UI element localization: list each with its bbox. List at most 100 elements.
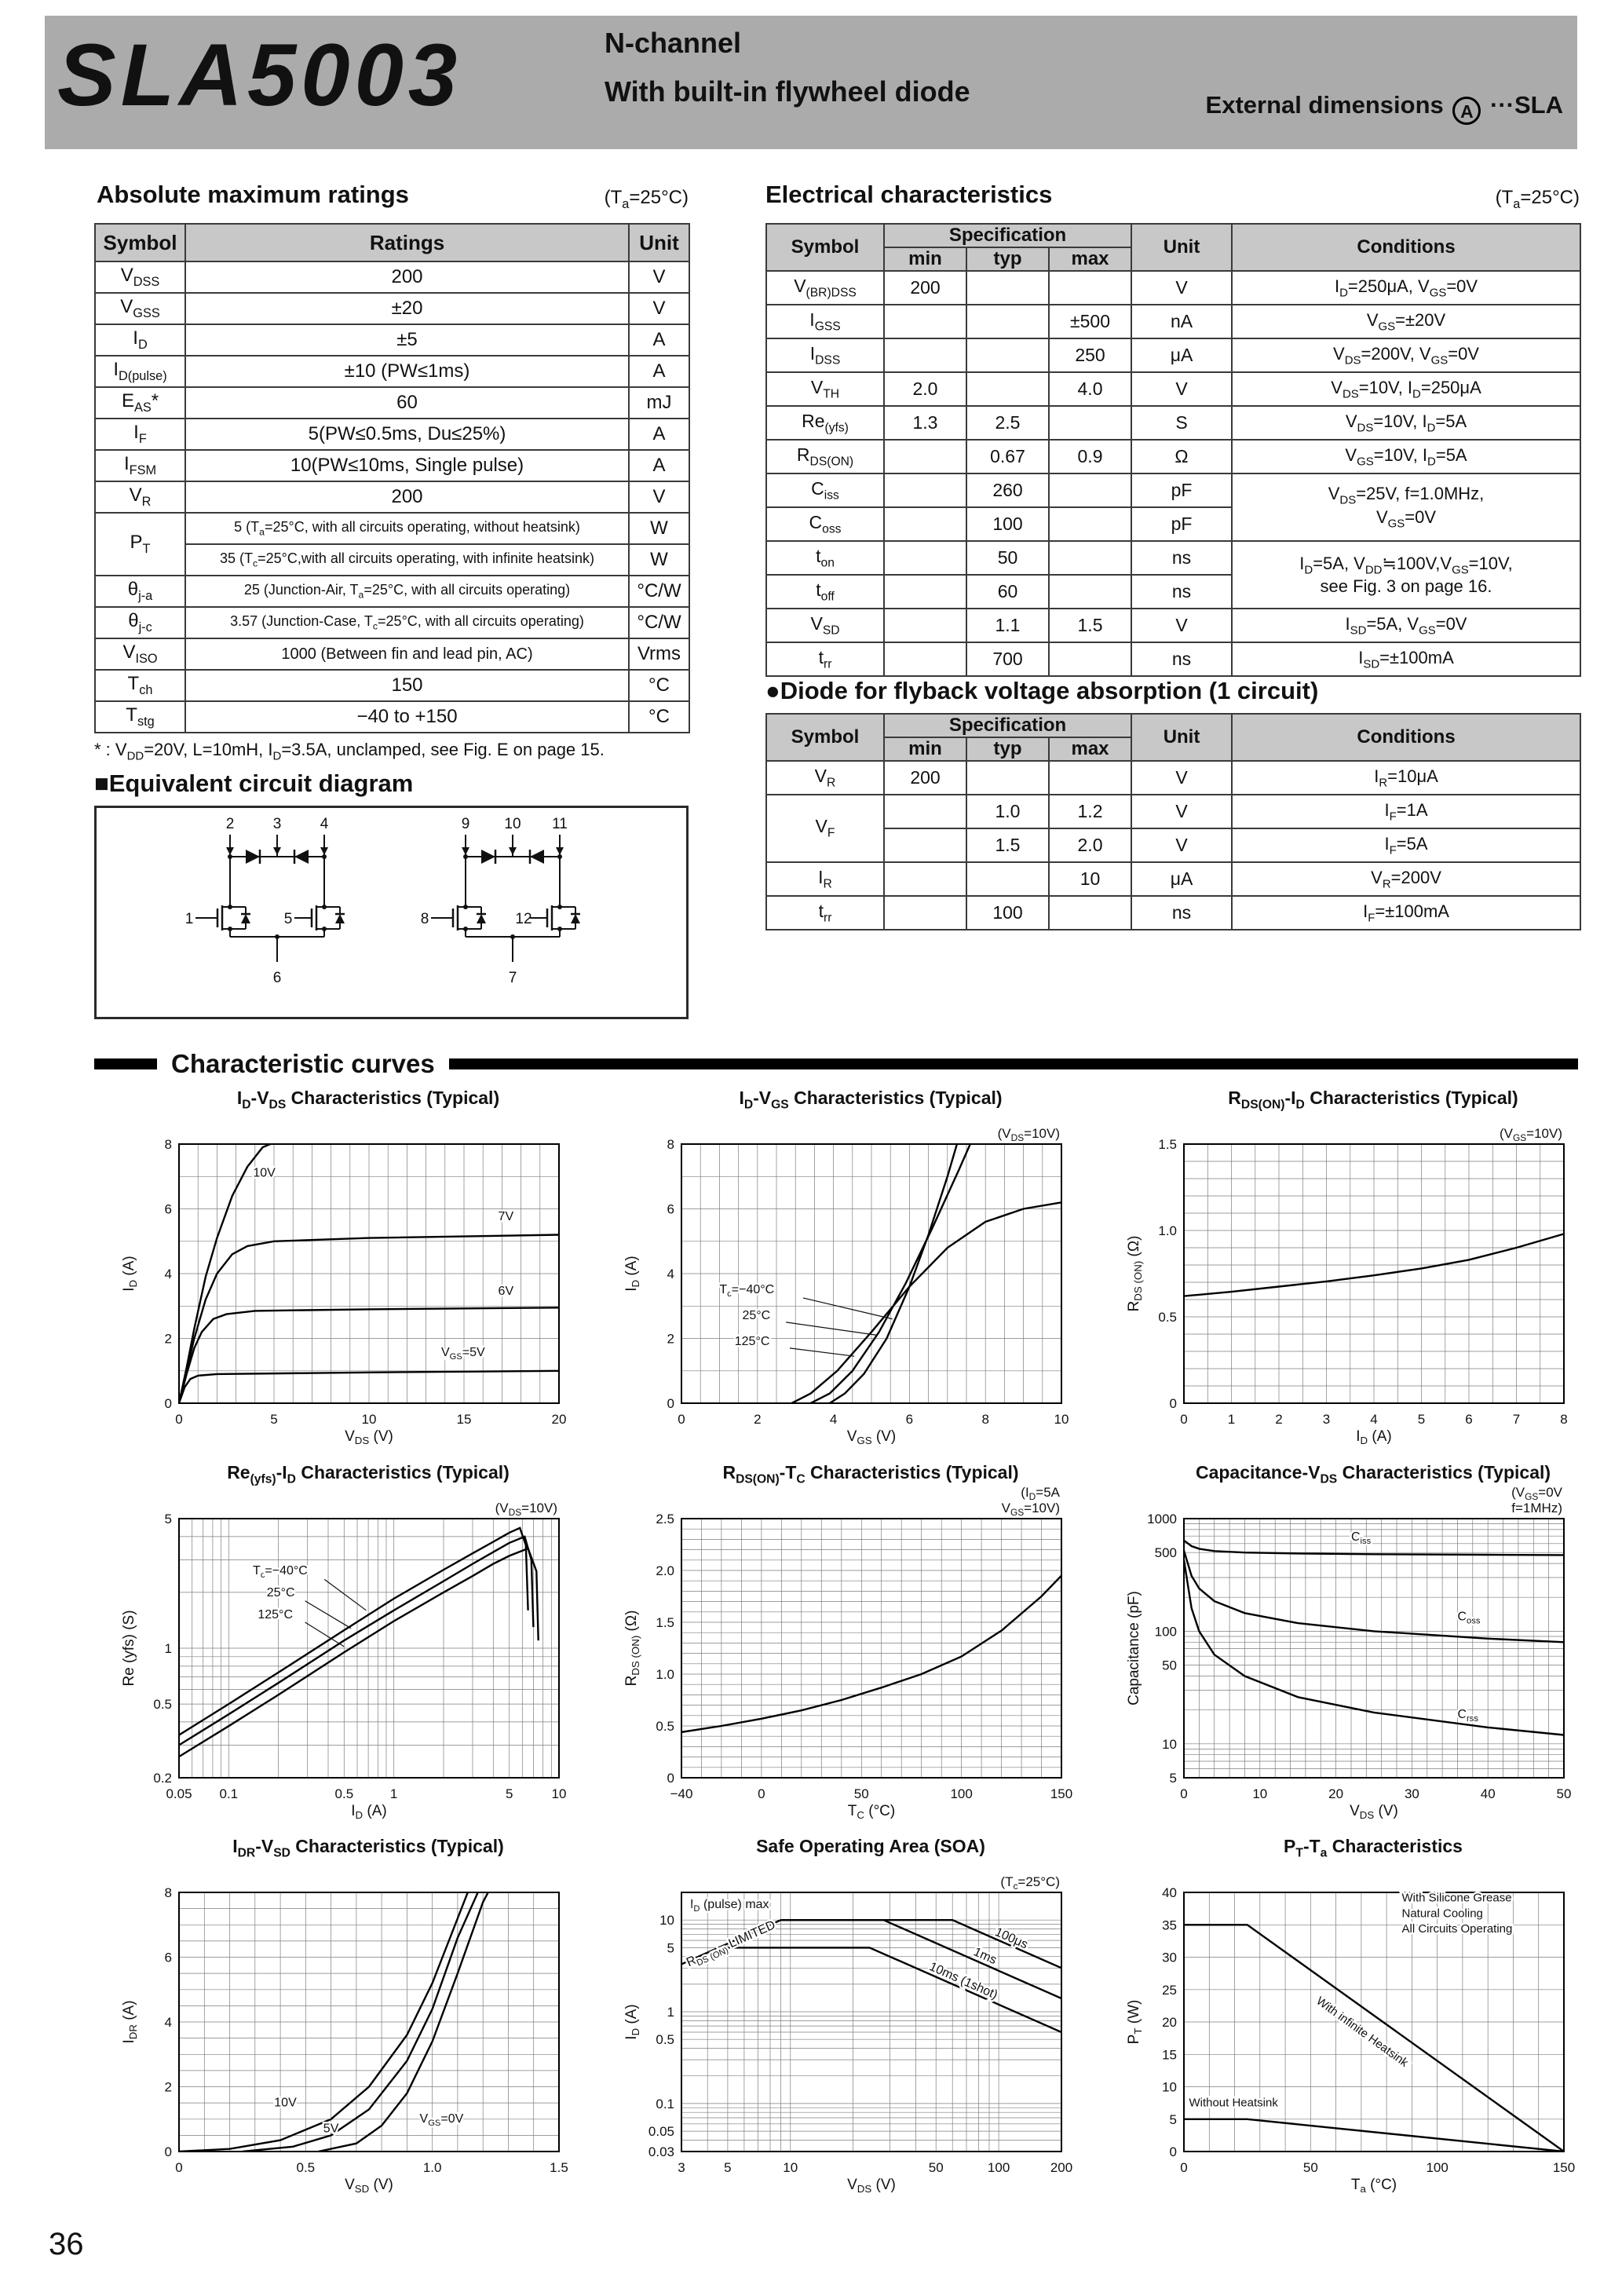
series-10ms (1shot): [718, 1947, 1061, 2034]
typ-cell: 100: [966, 895, 1050, 930]
typ-cell: [966, 861, 1050, 897]
unit-cell: V: [628, 481, 690, 514]
table-row: Ciss 260 pF VDS=25V, f=1.0MHz, VGS=0V: [765, 473, 1582, 542]
chart-svg-reyfs-id: 0.05 0.1 0.5 1 5 10 0.2 0.5 1 5 ID (A) Re (yfs) (S)…: [121, 1501, 566, 1821]
svg-text:8: 8: [421, 911, 429, 927]
rating-cell: 5(PW≤0.5ms, Du≤25%): [184, 418, 630, 451]
unit-cell: nA: [1131, 304, 1233, 339]
max-cell: [1047, 270, 1133, 305]
svg-text:1.0: 1.0: [1158, 1223, 1177, 1238]
symbol-cell: Tstg: [94, 700, 186, 733]
unit-cell: V: [1131, 760, 1233, 795]
svg-text:5: 5: [724, 2160, 731, 2175]
svg-text:4: 4: [1370, 1412, 1377, 1427]
svg-text:50: 50: [854, 1786, 869, 1801]
characteristic-curves-header: Characteristic curves: [94, 1049, 1578, 1079]
svg-text:6: 6: [165, 1951, 172, 1965]
table-row: Coss 100 pF: [765, 506, 1580, 542]
elec-char-table-wrap: Symbol Specification Unit Conditions min typ m…: [765, 223, 1582, 677]
external-dimensions-note: External dimensions A ···SLA: [1206, 91, 1563, 125]
svg-text:0.1: 0.1: [656, 2097, 674, 2111]
symbol-cell: Ciss: [765, 473, 885, 508]
chart-rdson-tc: RDS(ON)-TC Characteristics (Typical) −40 0…: [620, 1462, 1076, 1825]
chart-pt-ta: PT-Ta Characteristics 0 50 100 150 0 5 10 15 20 25…: [1123, 1836, 1578, 2199]
svg-text:0.2: 0.2: [153, 1771, 172, 1786]
min-cell: 200: [883, 270, 967, 305]
symbol-cell: Tch: [94, 669, 186, 702]
svg-text:10V: 10V: [274, 2096, 297, 2109]
svg-text:125°C: 125°C: [735, 1335, 770, 1348]
chart-id-vds: ID-VDS Characteristics (Typical) 0 5 10 15 20…: [118, 1088, 573, 1450]
symbol-cell: ton: [765, 540, 885, 576]
symbol-cell: IDSS: [765, 338, 885, 373]
svg-text:0.5: 0.5: [297, 2160, 316, 2175]
max-cell: [1047, 540, 1133, 576]
conditions-cell: VR=200V: [1231, 861, 1582, 897]
svg-text:0.1: 0.1: [219, 1786, 238, 1801]
svg-text:VDS (V): VDS (V): [1350, 1803, 1398, 1821]
rating-cell: ±10 (PW≤1ms): [184, 355, 630, 388]
svg-text:150: 150: [1553, 2160, 1575, 2175]
chart-title: Re(yfs)-ID Characteristics (Typical): [227, 1462, 510, 1486]
table-row: θj-a 25 (Junction-Air, Ta=25°C, with all …: [94, 575, 690, 608]
svg-text:150: 150: [1050, 1786, 1072, 1801]
elec-char-table: Symbol Specification Unit Conditions min typ m…: [765, 223, 1582, 677]
svg-text:5: 5: [1170, 1771, 1177, 1786]
rating-cell: ±20: [184, 292, 630, 325]
svg-text:30: 30: [1405, 1786, 1419, 1801]
table-row: VSD 1.1 1.5 V ISD=5A, VGS=0V: [765, 608, 1582, 643]
svg-text:2: 2: [754, 1412, 761, 1427]
elec-char-title: Electrical characteristics: [765, 181, 1053, 208]
symbol-cell: θj-c: [94, 606, 186, 639]
svg-text:0.5: 0.5: [656, 2032, 674, 2047]
symbol-cell: PT: [94, 512, 186, 576]
table-row: VR 200 V: [94, 481, 690, 514]
chart-title: Capacitance-VDS Characteristics (Typical…: [1195, 1462, 1551, 1486]
unit-cell: V: [628, 261, 690, 294]
svg-text:VGS=0V: VGS=0V: [420, 2112, 464, 2128]
max-cell: [1047, 574, 1133, 609]
chart-title: RDS(ON)-ID Characteristics (Typical): [1228, 1088, 1518, 1112]
svg-text:Tc=−40°C: Tc=−40°C: [719, 1283, 774, 1299]
svg-text:Without Heatsink: Without Heatsink: [1189, 2096, 1278, 2109]
conditions-cell: ISD=5A, VGS=0V: [1231, 608, 1582, 643]
min-cell: [883, 861, 967, 897]
unit-cell: mJ: [628, 386, 690, 419]
unit-cell: V: [1131, 371, 1233, 407]
unit-cell: A: [628, 324, 690, 356]
svg-text:25°C: 25°C: [742, 1309, 770, 1322]
min-cell: [883, 473, 967, 508]
max-cell: 1.5: [1047, 608, 1133, 643]
table-row: ID(pulse) ±10 (PW≤1ms) A: [94, 355, 690, 388]
column-header: Unit: [628, 223, 690, 262]
rating-cell: 10(PW≤10ms, Single pulse): [184, 449, 630, 482]
series-1ms: [780, 1919, 1061, 2000]
svg-text:(Tc=25°C): (Tc=25°C): [1000, 1874, 1060, 1892]
rating-cell: 150: [184, 669, 630, 702]
unit-cell: S: [1131, 405, 1233, 441]
svg-text:10: 10: [1162, 2080, 1177, 2095]
svg-text:(VDS=10V): (VDS=10V): [998, 1126, 1060, 1143]
typ-cell: 50: [966, 540, 1050, 576]
svg-text:VSD (V): VSD (V): [345, 2177, 393, 2195]
svg-text:1: 1: [667, 2005, 674, 2020]
svg-text:12: 12: [515, 911, 532, 927]
chart-idr-vsd: IDR-VSD Characteristics (Typical) 0 0.5 1.0…: [118, 1836, 573, 2199]
svg-text:RDS (ON) (Ω): RDS (ON) (Ω): [623, 1610, 641, 1687]
abs-max-footnote: * : VDD=20V, L=10mH, ID=3.5A, unclamped,…: [94, 740, 605, 763]
svg-text:4: 4: [667, 1267, 674, 1281]
svg-text:1.0: 1.0: [656, 1667, 674, 1682]
svg-text:0: 0: [1180, 1786, 1187, 1801]
abs-max-ta-note: (Ta=25°C): [604, 187, 689, 211]
symbol-cell: VR: [765, 760, 885, 795]
svg-text:10: 10: [1054, 1412, 1069, 1427]
symbol-cell: Coss: [765, 506, 885, 542]
symbol-cell: ID(pulse): [94, 355, 186, 388]
series-RDS(ON): [1184, 1233, 1564, 1297]
typ-cell: 2.5: [966, 405, 1050, 441]
symbol-cell: VGSS: [94, 292, 186, 325]
conditions-cell: IR=10μA: [1231, 760, 1582, 795]
table-row: IFSM 10(PW≤10ms, Single pulse) A: [94, 449, 690, 482]
elec-char-ta-note: (Ta=25°C): [1495, 187, 1580, 211]
